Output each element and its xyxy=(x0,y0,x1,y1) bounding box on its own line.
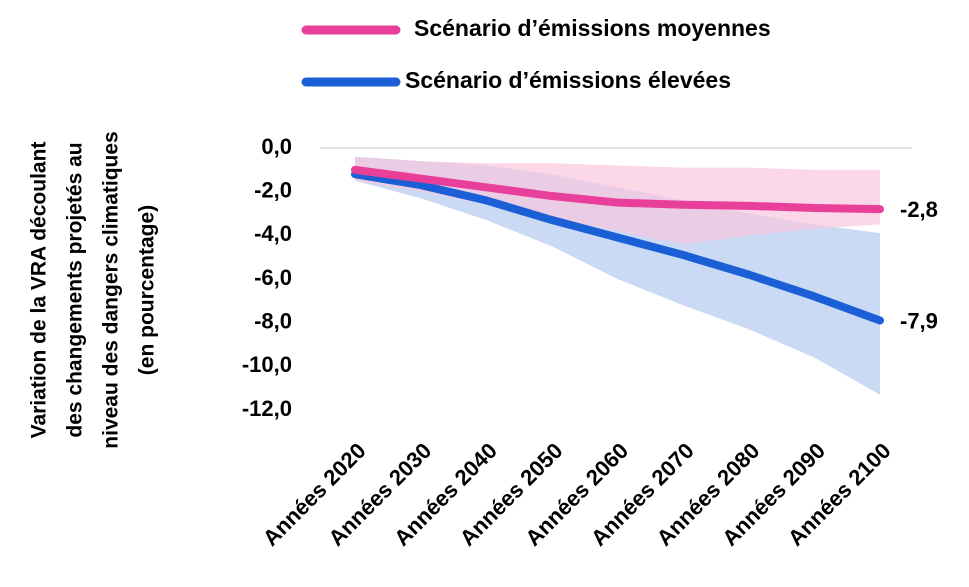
series-line xyxy=(351,170,884,325)
y-axis-label: (en pourcentage) xyxy=(136,205,159,375)
y-tick-label: -10,0 xyxy=(242,352,292,377)
y-axis-label: Variation de la VRA découlant xyxy=(28,142,51,439)
y-axis-label: des changements projetés au xyxy=(64,142,87,437)
y-tick-label: -6,0 xyxy=(254,265,292,290)
y-axis-label: niveau des dangers climatiques xyxy=(100,131,123,448)
y-tick-label: 0,0 xyxy=(261,134,292,159)
legend-label: Scénario d’émissions moyennes xyxy=(414,15,771,41)
y-tick-label: -2,0 xyxy=(254,177,292,202)
data-label: -2,8 xyxy=(900,197,938,222)
series-line xyxy=(351,165,884,214)
data-label: -7,9 xyxy=(900,308,938,333)
y-tick-label: -4,0 xyxy=(254,221,292,246)
y-tick-label: -8,0 xyxy=(254,308,292,333)
y-tick-label: -12,0 xyxy=(242,396,292,421)
legend-label: Scénario d’émissions élevées xyxy=(405,67,731,93)
